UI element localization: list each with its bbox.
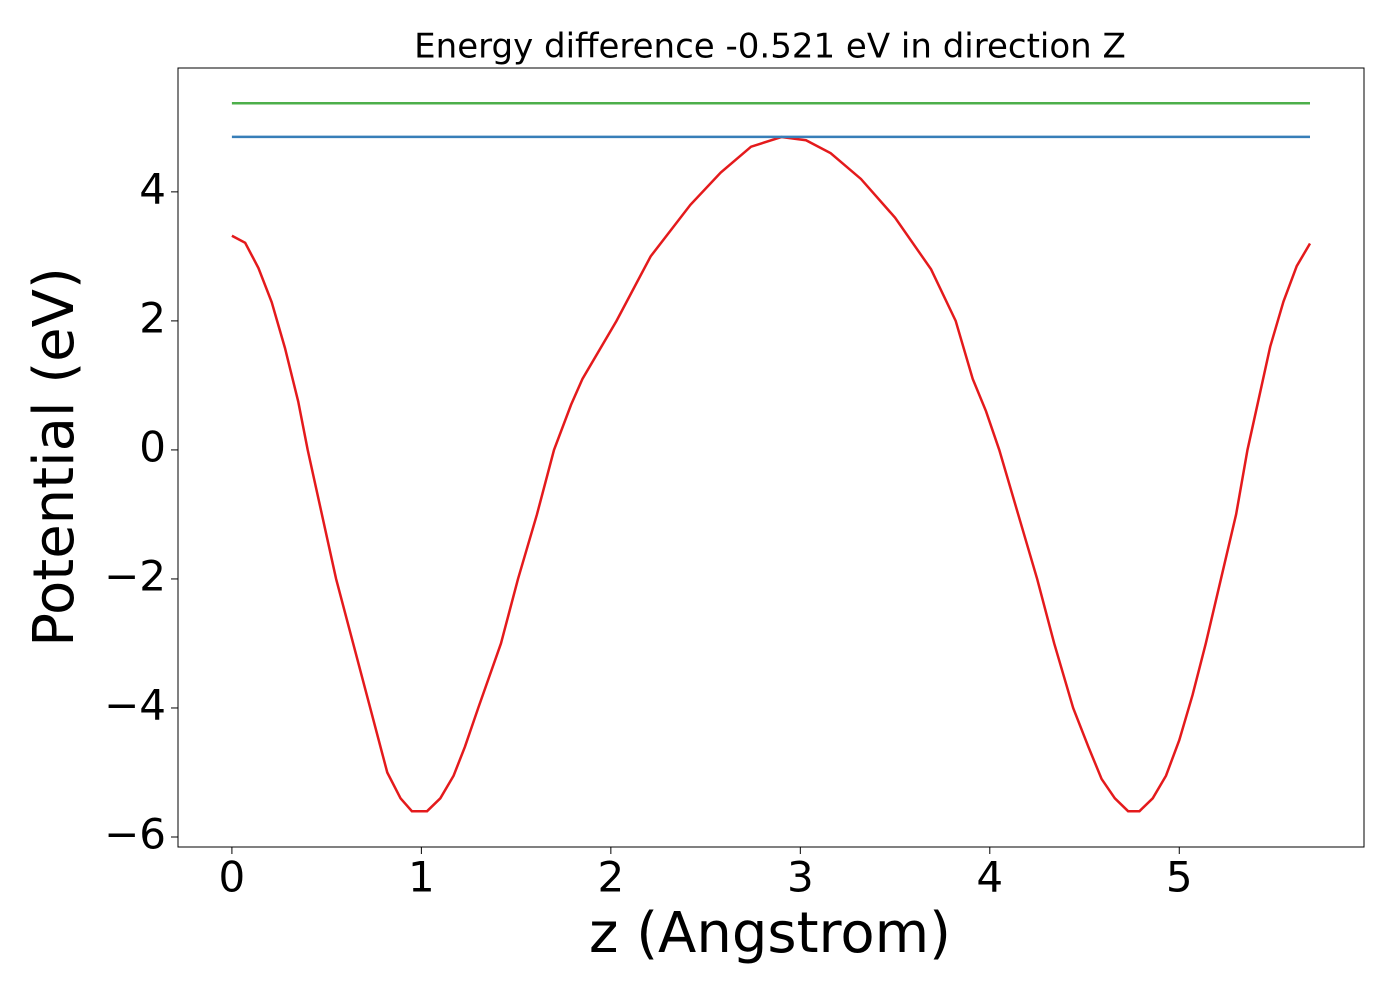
x-tick-label: 2: [597, 853, 624, 902]
x-tick-label: 3: [787, 853, 814, 902]
x-tick-label: 5: [1166, 853, 1193, 902]
x-axis-label: z (Angstrom): [589, 901, 951, 966]
chart-title: Energy difference -0.521 eV in direction…: [414, 27, 1126, 67]
x-tick-label: 1: [408, 853, 435, 902]
y-tick-label: 0: [139, 422, 166, 471]
x-tick-label: 4: [976, 853, 1003, 902]
y-tick-label: 2: [139, 293, 166, 342]
y-tick-label: −4: [104, 680, 166, 729]
x-tick-label: 0: [219, 853, 246, 902]
y-tick-label: 4: [139, 164, 166, 213]
y-axis-label: Potential (eV): [22, 267, 87, 647]
line-series: [231, 135, 1312, 813]
plot-frame: [177, 67, 1365, 848]
y-tick-label: −6: [104, 810, 166, 859]
y-tick-label: −2: [104, 551, 166, 600]
